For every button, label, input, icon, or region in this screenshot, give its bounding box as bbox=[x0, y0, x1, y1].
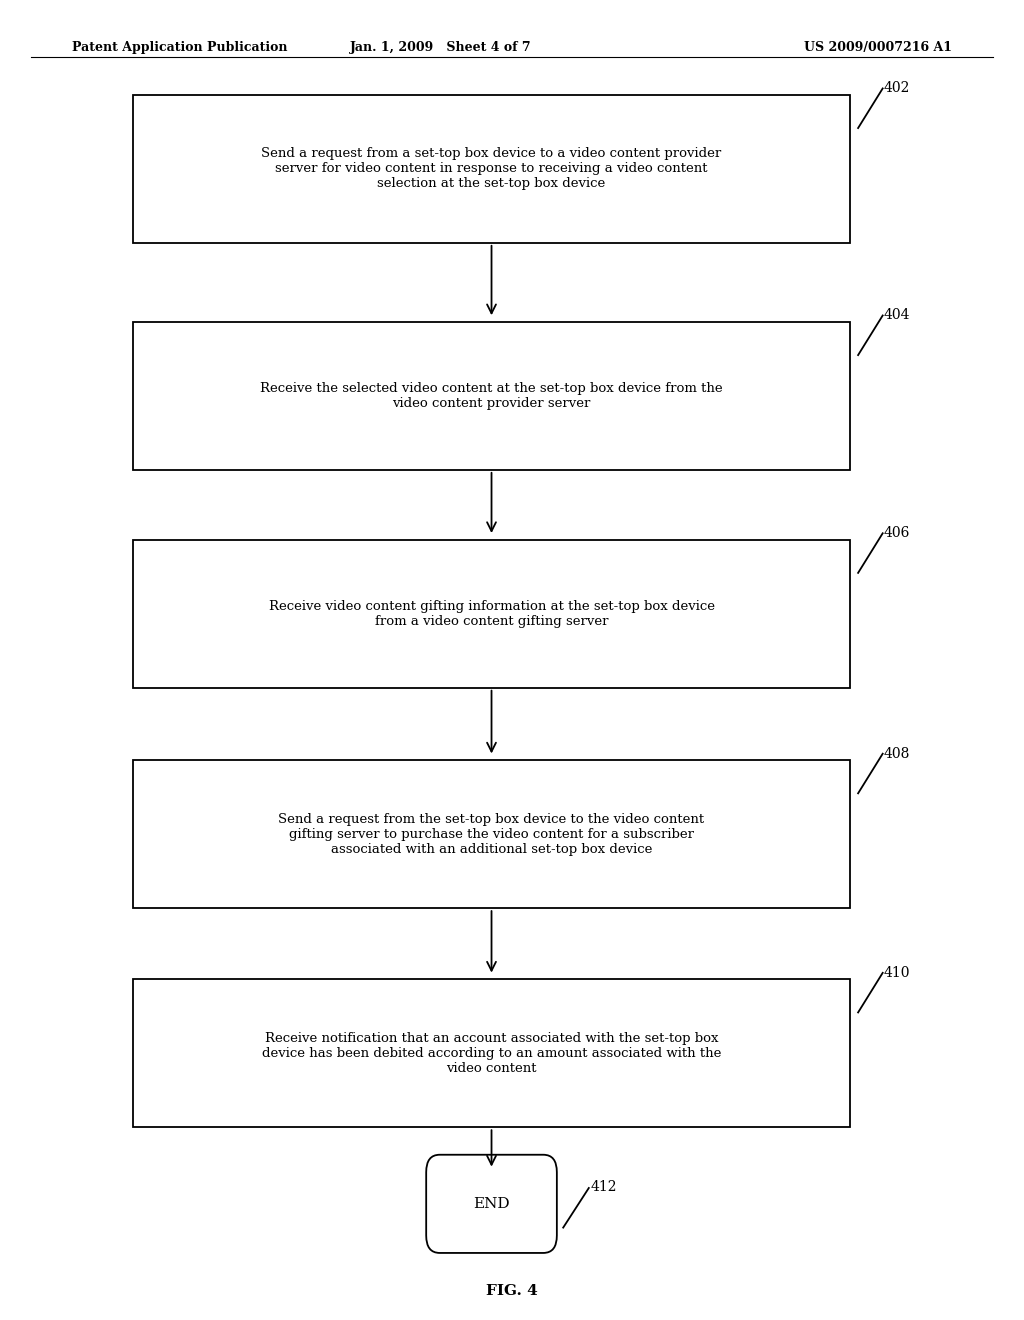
Text: Jan. 1, 2009   Sheet 4 of 7: Jan. 1, 2009 Sheet 4 of 7 bbox=[349, 41, 531, 54]
Text: Receive notification that an account associated with the set-top box
device has : Receive notification that an account ass… bbox=[262, 1032, 721, 1074]
Text: Send a request from the set-top box device to the video content
gifting server t: Send a request from the set-top box devi… bbox=[279, 813, 705, 855]
Text: Receive video content gifting information at the set-top box device
from a video: Receive video content gifting informatio… bbox=[268, 599, 715, 628]
Text: 402: 402 bbox=[884, 82, 910, 95]
Bar bbox=[133, 322, 850, 470]
Bar bbox=[133, 760, 850, 908]
Text: 410: 410 bbox=[884, 966, 910, 979]
Text: Patent Application Publication: Patent Application Publication bbox=[72, 41, 287, 54]
Text: US 2009/0007216 A1: US 2009/0007216 A1 bbox=[804, 41, 952, 54]
Bar bbox=[133, 95, 850, 243]
Text: Receive the selected video content at the set-top box device from the
video cont: Receive the selected video content at th… bbox=[260, 381, 723, 411]
Bar bbox=[133, 979, 850, 1127]
Text: Send a request from a set-top box device to a video content provider
server for : Send a request from a set-top box device… bbox=[261, 148, 722, 190]
Text: 412: 412 bbox=[591, 1180, 617, 1193]
FancyBboxPatch shape bbox=[426, 1155, 557, 1253]
Bar bbox=[133, 540, 850, 688]
Text: 404: 404 bbox=[884, 309, 910, 322]
Text: END: END bbox=[473, 1197, 510, 1210]
Text: FIG. 4: FIG. 4 bbox=[486, 1284, 538, 1298]
Text: 408: 408 bbox=[884, 747, 910, 760]
Text: 406: 406 bbox=[884, 527, 910, 540]
